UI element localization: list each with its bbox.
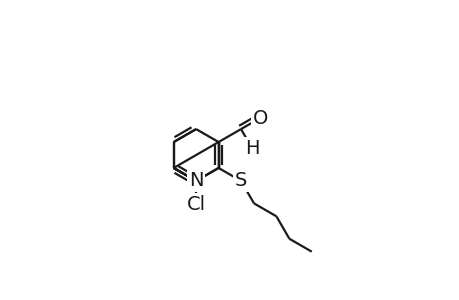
Text: S: S	[235, 171, 246, 190]
Text: O: O	[252, 109, 267, 128]
Text: Cl: Cl	[186, 195, 205, 214]
Text: H: H	[244, 139, 259, 158]
Text: N: N	[189, 171, 203, 190]
